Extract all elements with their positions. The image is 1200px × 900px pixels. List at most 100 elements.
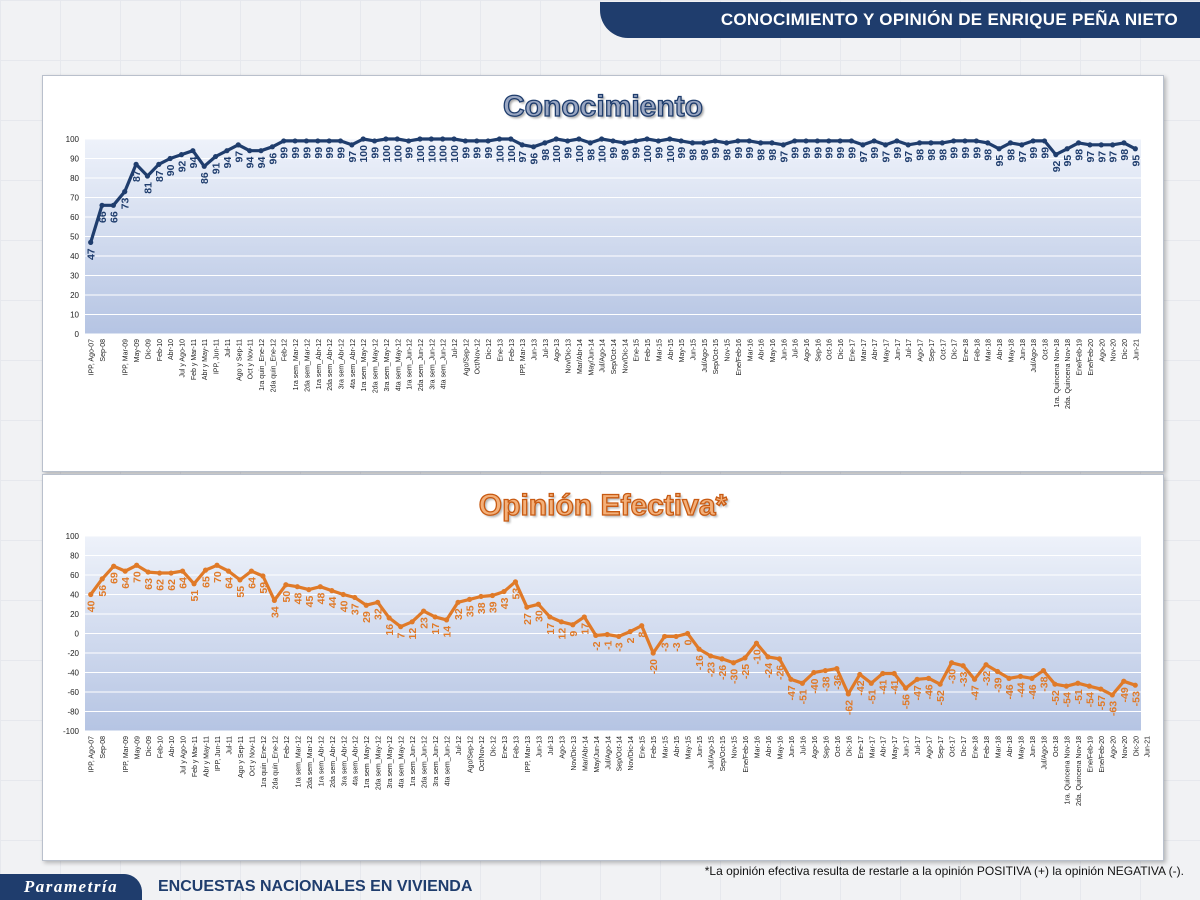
data-label: -57: [1096, 695, 1108, 710]
data-point: [723, 140, 730, 146]
data-label: 45: [304, 595, 316, 607]
x-tick-label: Mar-15: [656, 339, 663, 361]
data-point: [951, 138, 957, 144]
x-tick-label: Feb-18: [984, 736, 991, 758]
data-label: 16: [384, 624, 396, 636]
x-tick-label: 1ra sem_May-12: [364, 736, 371, 789]
x-tick-label: Mar-17: [861, 339, 868, 361]
data-label: 65: [201, 576, 213, 588]
data-point: [811, 669, 817, 676]
x-tick-label: Oct-18: [1042, 339, 1049, 360]
x-tick-label: Dic-16: [846, 736, 853, 756]
data-label: 7: [396, 633, 408, 639]
data-label: 99: [846, 147, 858, 159]
data-label: 99: [869, 147, 881, 159]
data-point: [822, 667, 828, 674]
x-tick-label: Ene-13: [497, 339, 504, 362]
x-tick-label: Abr-18: [1007, 736, 1014, 757]
x-tick-label: Jun-13: [536, 736, 543, 758]
x-tick-label: Mar-15: [663, 736, 670, 758]
data-label: -39: [993, 677, 1005, 692]
x-tick-label: IPP, Jun-11: [214, 339, 221, 374]
data-label: 98: [699, 149, 711, 161]
data-label: 87: [131, 170, 143, 182]
data-point: [1098, 142, 1104, 148]
x-tick-label: Abr-17: [872, 339, 879, 360]
data-label: 64: [246, 577, 258, 589]
x-tick-label: Mar-18: [996, 736, 1003, 758]
brand-name: Parametría: [23, 877, 119, 896]
x-tick-label: Sep/Oct-15: [720, 736, 727, 772]
data-label: -47: [970, 685, 982, 700]
data-label: 12: [407, 628, 419, 640]
data-point: [914, 676, 920, 682]
x-tick-label: Jul/Ago-15: [709, 736, 716, 770]
x-tick-label: Oct-18: [1053, 736, 1060, 757]
x-tick-label: 1ra sem_Abr-12: [318, 736, 325, 786]
data-label: 100: [449, 145, 461, 163]
data-point: [190, 148, 196, 154]
data-label: 34: [269, 606, 281, 618]
data-label: 99: [733, 147, 745, 159]
x-tick-label: Dic-09: [146, 736, 153, 756]
data-point: [466, 596, 473, 602]
data-point: [1098, 686, 1104, 692]
data-label: 14: [442, 626, 454, 638]
data-point: [826, 138, 832, 144]
x-tick-label: 2da sem_Abr-12: [330, 736, 337, 788]
data-label: 98: [1005, 149, 1017, 161]
x-tick-label: Mar-18: [986, 339, 993, 361]
data-label: 62: [166, 579, 178, 591]
data-label: 66: [97, 211, 109, 223]
data-point: [191, 581, 197, 587]
data-label: -24: [763, 663, 775, 678]
x-tick-label: 1ra sem_Jun-12: [410, 736, 417, 787]
data-point: [1075, 140, 1082, 146]
x-tick-label: Jun-18: [1030, 736, 1037, 758]
data-point: [1052, 681, 1058, 687]
data-point: [758, 140, 764, 146]
x-tick-label: Abr-17: [881, 736, 888, 757]
x-tick-label: Jun-15: [690, 339, 697, 361]
data-point: [765, 654, 771, 660]
x-tick-label: Jun-18: [1020, 339, 1027, 361]
data-point: [360, 136, 366, 142]
data-point: [928, 140, 934, 146]
data-point: [167, 155, 173, 162]
x-tick-label: Oct/Nov-12: [475, 339, 482, 375]
x-tick-label: Jun-16: [781, 339, 788, 361]
data-label: 96: [529, 153, 541, 165]
data-point: [1064, 146, 1070, 152]
x-tick-label: Sep-17: [938, 736, 945, 759]
data-label: -36: [832, 674, 844, 689]
data-label: -51: [797, 689, 809, 704]
data-label: 47: [86, 248, 98, 260]
data-label: -54: [1061, 692, 1073, 707]
x-tick-label: Abr-10: [169, 736, 176, 757]
data-point: [799, 680, 805, 686]
x-tick-label: May-18: [1018, 736, 1025, 759]
data-point: [678, 138, 684, 144]
x-tick-label: Oct-16: [835, 736, 842, 757]
data-label: 99: [676, 147, 688, 159]
data-point: [689, 140, 696, 146]
data-point: [337, 138, 344, 144]
x-tick-label: Abr-15: [674, 736, 681, 757]
data-point: [1006, 675, 1012, 681]
data-label: 99: [971, 147, 983, 159]
x-tick-label: Feb-13: [513, 736, 520, 758]
data-label: -20: [648, 659, 660, 674]
x-tick-label: Feb-10: [158, 736, 165, 758]
data-label: -49: [1119, 687, 1131, 702]
x-tick-label: 1ra sem_Abr-12: [316, 339, 323, 389]
x-tick-label: Oct-17: [940, 339, 947, 360]
x-tick-label: 1ra sem_Mar-12: [293, 339, 300, 390]
data-label: 97: [881, 151, 893, 163]
data-point: [973, 138, 979, 144]
x-tick-label: 3ra sem_Jun-12: [433, 736, 440, 787]
data-label: 99: [324, 147, 336, 159]
data-point: [542, 140, 548, 146]
data-point: [1040, 667, 1047, 674]
data-label: -53: [1130, 691, 1142, 706]
x-tick-label: Ene-15: [640, 736, 647, 759]
